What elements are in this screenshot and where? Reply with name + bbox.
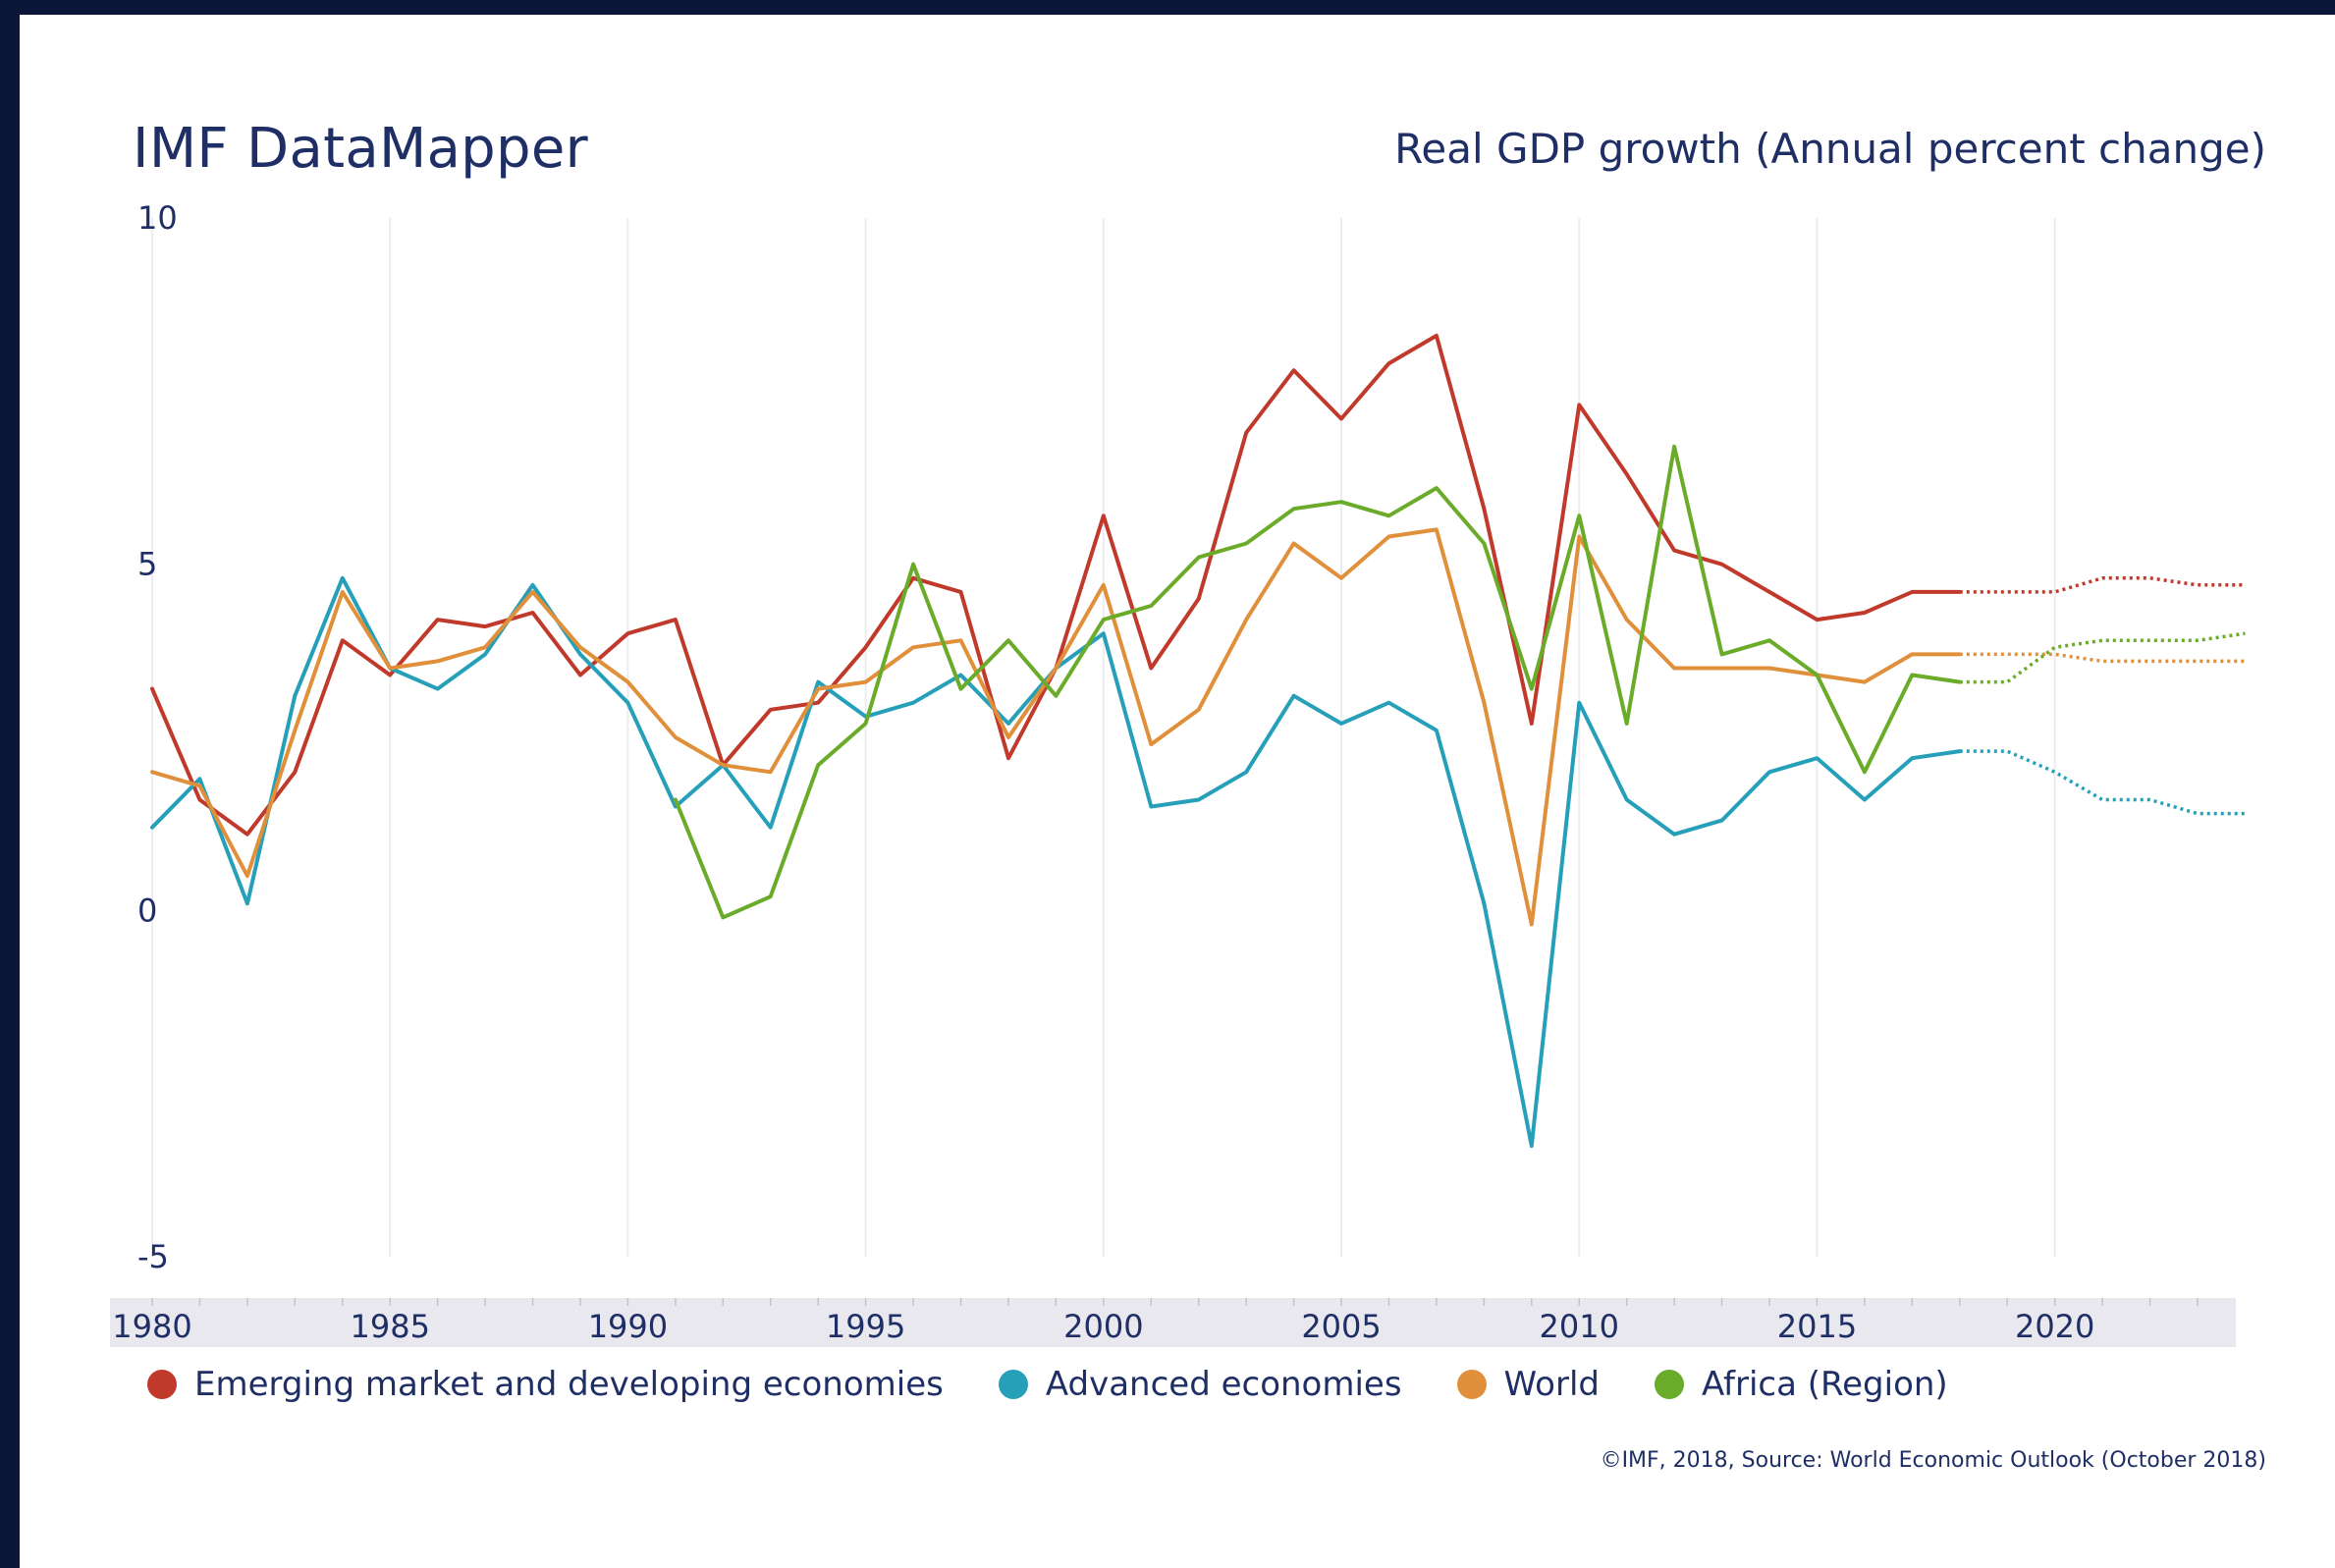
legend-dot-icon (998, 1370, 1028, 1399)
x-tick-label: 1995 (826, 1308, 905, 1345)
series-line-3 (673, 444, 1962, 920)
x-tick-label: 2005 (1301, 1308, 1381, 1345)
legend-dot-icon (147, 1370, 177, 1399)
legend-item[interactable]: World (1456, 1365, 1600, 1404)
brand-title: IMF DataMapper (133, 117, 588, 181)
legend-label: World (1503, 1365, 1600, 1404)
legend-item[interactable]: Advanced economies (998, 1365, 1402, 1404)
legend-label: Africa (Region) (1701, 1365, 1948, 1404)
series-projection-0 (1959, 576, 2246, 594)
legend-item[interactable]: Emerging market and developing economies (147, 1365, 944, 1404)
series-line-2 (150, 527, 1962, 927)
y-tick-label: -5 (137, 1238, 169, 1275)
legend-label: Emerging market and developing economies (194, 1365, 944, 1404)
x-tick-label: 2020 (2015, 1308, 2094, 1345)
series-projection-2 (1959, 652, 2246, 664)
x-tick-label: 1990 (588, 1308, 668, 1345)
x-tick-label: 1985 (350, 1308, 429, 1345)
legend-dot-icon (1456, 1370, 1487, 1399)
series-line-0 (150, 333, 1962, 837)
legend-dot-icon (1654, 1370, 1684, 1399)
chart-title: Real GDP growth (Annual percent change) (1394, 125, 2266, 173)
y-tick-label: 5 (137, 546, 157, 583)
series-projection-3 (1959, 631, 2246, 684)
series-projection-1 (1959, 749, 2246, 816)
legend-label: Advanced economies (1045, 1365, 1402, 1404)
y-tick-label: 0 (137, 892, 157, 929)
x-tick-label: 2010 (1540, 1308, 1619, 1345)
source-note: ©IMF, 2018, Source: World Economic Outlo… (1600, 1448, 2266, 1473)
x-tick-label: 1980 (112, 1308, 191, 1345)
x-tick-label: 2000 (1063, 1308, 1143, 1345)
chart-legend: Emerging market and developing economies… (147, 1365, 1948, 1404)
x-tick-label: 2015 (1777, 1308, 1857, 1345)
y-tick-label: 10 (137, 199, 178, 237)
legend-item[interactable]: Africa (Region) (1654, 1365, 1948, 1404)
x-axis-band (110, 1298, 2236, 1347)
